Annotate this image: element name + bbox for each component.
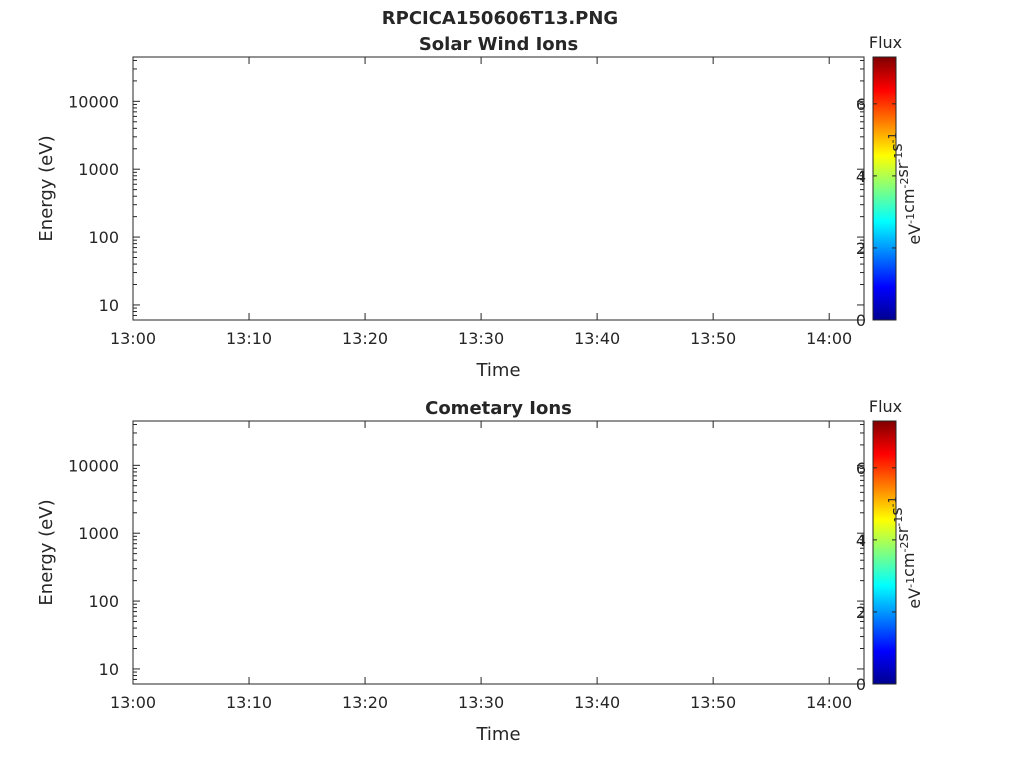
colorbar-label: eV-1cm-2sr-1s-1 <box>886 132 924 244</box>
panel-title: Solar Wind Ions <box>419 34 578 55</box>
x-axis-label: Time <box>475 360 520 381</box>
y-tick-label: 10000 <box>68 92 119 111</box>
colorbar-tick-label: 2 <box>856 239 866 258</box>
panel-solar-wind-ions: Solar Wind Ions 13:00 13:10 13:20 13:30 13:40… <box>36 33 924 381</box>
colorbar-tick-label: 0 <box>856 311 866 330</box>
plot-area <box>133 421 864 684</box>
colorbar-tick-label: 4 <box>856 167 866 186</box>
colorbar <box>872 56 897 321</box>
x-tick-label: 13:10 <box>226 329 272 348</box>
x-tick-label: 13:30 <box>458 329 504 348</box>
x-tick-label: 13:20 <box>342 329 388 348</box>
x-tick-label: 14:00 <box>806 329 852 348</box>
y-tick-label: 10 <box>99 296 119 315</box>
y-tick-label: 100 <box>88 228 119 247</box>
colorbar-title: Flux <box>869 33 902 52</box>
x-tick-label: 13:50 <box>690 329 736 348</box>
x-tick-label: 13:40 <box>574 329 620 348</box>
y-tick-label: 1000 <box>78 160 119 179</box>
colorbar-tick-label: 6 <box>856 95 866 114</box>
x-tick-label: 13:00 <box>110 329 156 348</box>
y-axis-label: Energy (eV) <box>36 135 57 241</box>
axes-box <box>132 56 865 321</box>
panel-title: Cometary Ions <box>425 398 572 419</box>
plot-area <box>133 57 864 320</box>
figure-title: RPCICA150606T13.PNG <box>382 8 618 29</box>
